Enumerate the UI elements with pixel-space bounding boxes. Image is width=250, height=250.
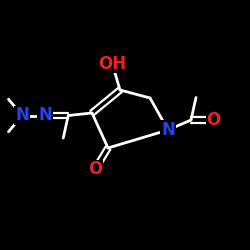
Text: N: N — [161, 121, 175, 139]
Text: N: N — [38, 106, 52, 124]
Text: O: O — [206, 111, 221, 129]
Text: OH: OH — [98, 54, 126, 72]
Text: O: O — [88, 160, 102, 178]
Text: N: N — [15, 106, 29, 124]
